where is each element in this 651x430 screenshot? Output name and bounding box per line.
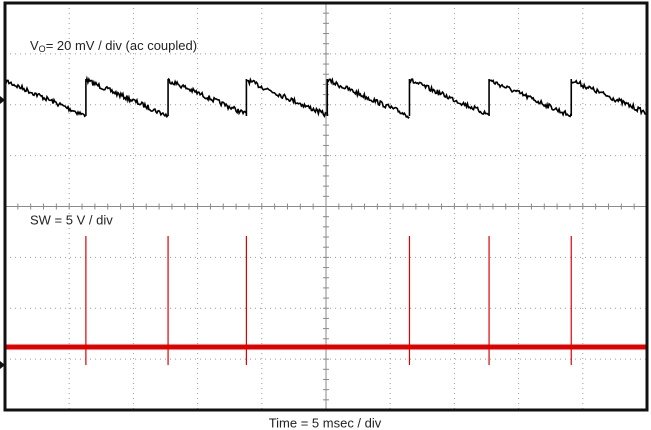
- sw-label: SW = 5 V / div: [30, 212, 113, 227]
- graticule: [5, 3, 647, 410]
- vo-trace: [408, 78, 490, 116]
- vo-trace: [570, 79, 647, 116]
- traces: [4, 75, 647, 365]
- vo-trace: [85, 75, 169, 119]
- vo-trace: [246, 77, 327, 119]
- x-axis-label: Time = 5 msec / div: [269, 415, 382, 430]
- vo-trace: [167, 77, 247, 116]
- channel-marker: [0, 361, 5, 369]
- vo-trace: [4, 77, 86, 118]
- frame: [3, 1, 649, 412]
- sw-baseline: [5, 344, 647, 350]
- vo-trace: [326, 77, 410, 119]
- vo-label: VO= 20 mV / div (ac coupled): [30, 38, 197, 54]
- channel-marker: [0, 96, 5, 104]
- vo-trace: [488, 79, 572, 118]
